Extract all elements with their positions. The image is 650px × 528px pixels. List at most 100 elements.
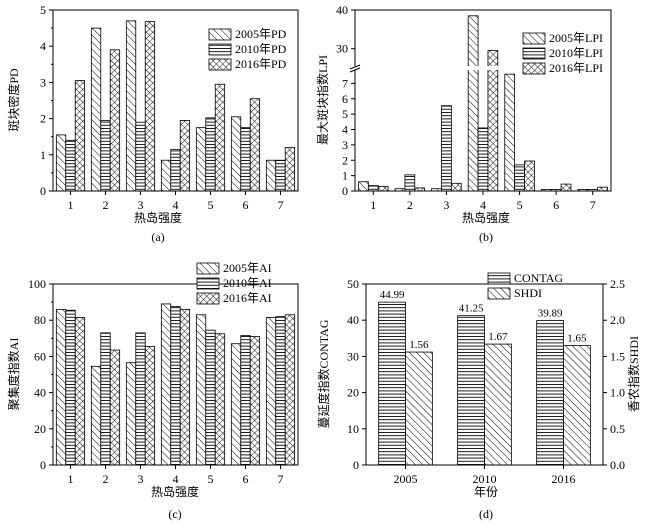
x-tick-label-d: 2016	[552, 472, 576, 486]
y-tick-label: 80	[34, 313, 46, 327]
x-tick-label-b: 1	[370, 198, 376, 212]
bar	[467, 15, 479, 192]
legend-label: 2005年PD	[235, 27, 287, 41]
bar	[450, 182, 462, 192]
bar	[563, 345, 591, 466]
x-tick-label-c: 6	[243, 472, 249, 486]
bar	[205, 329, 216, 466]
bar	[109, 349, 121, 466]
bar	[195, 127, 207, 192]
x-tick-label-a: 6	[243, 198, 249, 212]
axis-break-mark	[349, 67, 361, 73]
bar	[100, 332, 111, 466]
bar	[378, 301, 406, 466]
y-tick-label: 10	[347, 422, 359, 436]
x-tick-label-c: 3	[138, 472, 144, 486]
y-tick-label: 100	[28, 277, 46, 291]
y-right-tick-label: 1.0	[610, 386, 625, 400]
bar	[100, 120, 111, 192]
y-axis-label: 蔓延度指数CONTAG	[316, 319, 331, 428]
panel-d: 44.99 41.25 39.89 1.56 1.67 1.65 0 10 20 30 40 50 0.…	[316, 271, 641, 521]
panel-caption: (a)	[151, 230, 164, 244]
y-right-tick-label: 1.5	[610, 349, 625, 363]
legend-label: 2010年PD	[235, 42, 287, 56]
y-tick-label: 5	[40, 3, 46, 17]
bar	[405, 351, 433, 466]
bar	[249, 336, 261, 466]
legend-swatch	[196, 292, 220, 305]
x-axis-label: 年份	[474, 485, 498, 499]
legend-label: SHDI	[514, 286, 542, 300]
y-right-tick-label: 0.0	[610, 458, 625, 472]
x-tick-label-c: 5	[208, 472, 214, 486]
y-tick-label: 4	[40, 39, 46, 53]
x-tick-label-b: 6	[553, 198, 559, 212]
bar	[125, 362, 137, 466]
bar	[441, 105, 452, 192]
y-tick-label: 7	[342, 76, 348, 90]
bar	[404, 174, 416, 192]
y-tick-label: 20	[347, 386, 359, 400]
y-right-tick-label: 2.5	[610, 277, 625, 291]
bar	[265, 317, 277, 466]
legend-label: CONTAG	[514, 271, 563, 285]
bar	[55, 308, 67, 466]
y-tick-label: 3	[40, 75, 46, 89]
y-tick-label: 2	[342, 153, 348, 167]
bar	[195, 314, 207, 466]
x-tick-label-d: 2005	[394, 472, 418, 486]
legend-swatch	[196, 262, 220, 275]
x-tick-label-b: 7	[590, 198, 596, 212]
bar	[240, 127, 251, 192]
x-tick-label-b: 3	[443, 198, 449, 212]
bar	[249, 98, 261, 192]
panel-c: 0 20 40 60 80 100 1 2 3 4 5 6 7 2005年AI2010年AI2016年AI…	[6, 261, 299, 521]
bar	[484, 343, 512, 466]
bar	[560, 183, 572, 192]
bar	[275, 316, 286, 466]
x-tick-label-b: 5	[517, 198, 523, 212]
bar	[230, 116, 242, 192]
bar	[179, 120, 191, 192]
bar	[284, 147, 296, 192]
bar	[230, 343, 242, 466]
x-axis-label: 热岛强度	[462, 210, 510, 225]
y-axis-label: 斑块密度PD	[6, 68, 21, 132]
bar-value-label: 1.67	[488, 331, 508, 343]
y-tick-label: 40	[336, 3, 348, 17]
panel-caption: (d)	[479, 507, 493, 521]
bar	[358, 181, 369, 192]
panel-caption: (c)	[168, 507, 181, 521]
x-tick-label-a: 5	[208, 198, 214, 212]
y-tick-label: 6	[342, 92, 348, 106]
legend-swatch	[487, 272, 511, 285]
y-tick-label: 2	[40, 112, 46, 126]
y-tick-label: 3	[342, 138, 348, 152]
panel-caption: (b)	[479, 230, 493, 244]
y-tick-label: 20	[34, 422, 46, 436]
bar	[135, 121, 146, 192]
bar-value-label: 1.56	[409, 339, 429, 351]
legend-swatch	[208, 43, 232, 56]
bar	[504, 73, 516, 192]
y-tick-label: 50	[347, 277, 359, 291]
bar	[536, 320, 564, 466]
bar	[109, 49, 121, 192]
x-tick-label-a: 7	[278, 198, 284, 212]
x-tick-label-c: 7	[278, 472, 284, 486]
y-right-tick-label: 2.0	[610, 313, 625, 327]
bar-value-label: 44.99	[380, 289, 405, 301]
legend-label: 2005年LPI	[549, 31, 603, 45]
y-tick-label: 5	[342, 107, 348, 121]
bar	[597, 186, 608, 192]
x-tick-label-b: 2	[407, 198, 413, 212]
axis-break-mark	[349, 64, 361, 70]
y-tick-label: 40	[34, 386, 46, 400]
y-tick-label: 0	[40, 184, 46, 198]
y-tick-label: 1	[40, 148, 46, 162]
bar-value-label: 1.65	[567, 333, 587, 345]
y-tick-label: 1	[342, 169, 348, 183]
bar	[65, 309, 76, 466]
y-axis-label: 聚集度指数AI	[6, 338, 21, 411]
